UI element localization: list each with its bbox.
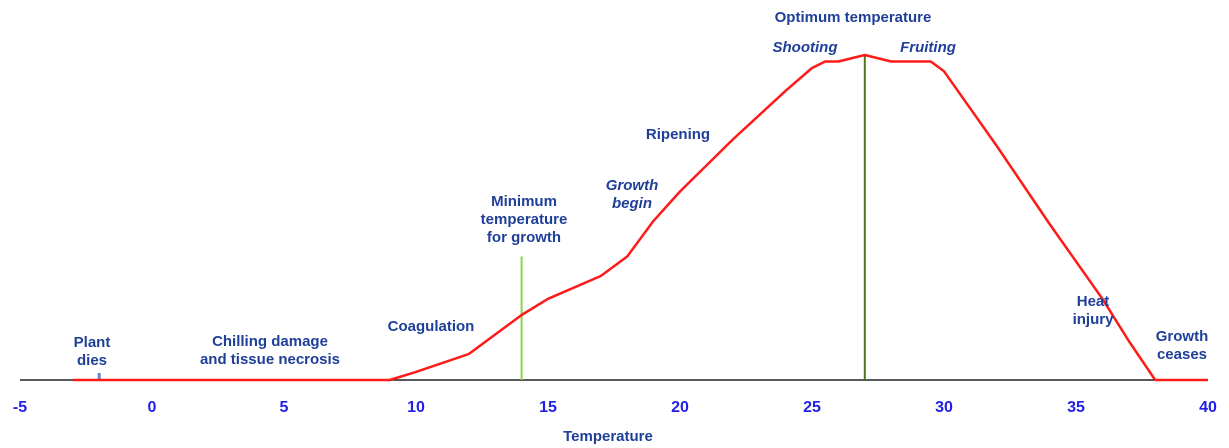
annotation: temperature (481, 211, 568, 228)
annotation: Heat (1077, 293, 1110, 310)
annotation: Ripening (646, 126, 710, 143)
annotation: Growth (1156, 328, 1209, 345)
x-tick-label: 25 (803, 399, 821, 416)
annotation: begin (612, 195, 652, 212)
data-line (72, 53, 1208, 382)
annotation: dies (77, 352, 107, 369)
x-axis-title: Temperature (563, 428, 653, 445)
x-tick-label: 35 (1067, 399, 1085, 416)
annotation: ceases (1157, 346, 1207, 363)
x-tick-label: 20 (671, 399, 689, 416)
x-tick-label: 40 (1199, 399, 1217, 416)
annotation: and tissue necrosis (200, 351, 340, 368)
x-tick-label: 10 (407, 399, 425, 416)
annotation: injury (1073, 311, 1114, 328)
annotation: Optimum temperature (775, 9, 932, 26)
annotation: Chilling damage (212, 333, 328, 350)
annotation: Growth (606, 177, 659, 194)
annotation: Plant (74, 334, 111, 351)
x-tick-label: -5 (13, 399, 27, 416)
annotation: Shooting (773, 39, 838, 56)
x-tick-label: 15 (539, 399, 557, 416)
annotation: Minimum (491, 193, 557, 210)
x-tick-label: 30 (935, 399, 953, 416)
x-tick-label: 5 (280, 399, 289, 416)
annotation: for growth (487, 229, 561, 246)
marker (97, 373, 101, 379)
annotation: Coagulation (388, 318, 475, 335)
x-tick-label: 0 (148, 399, 157, 416)
annotation: Fruiting (900, 39, 956, 56)
